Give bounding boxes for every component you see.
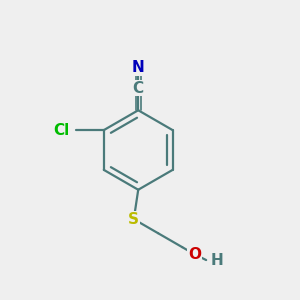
Text: S: S bbox=[128, 212, 139, 227]
Text: N: N bbox=[132, 60, 145, 75]
Text: C: C bbox=[133, 81, 144, 96]
Text: Cl: Cl bbox=[54, 123, 70, 138]
Text: H: H bbox=[211, 253, 223, 268]
Text: O: O bbox=[188, 247, 201, 262]
